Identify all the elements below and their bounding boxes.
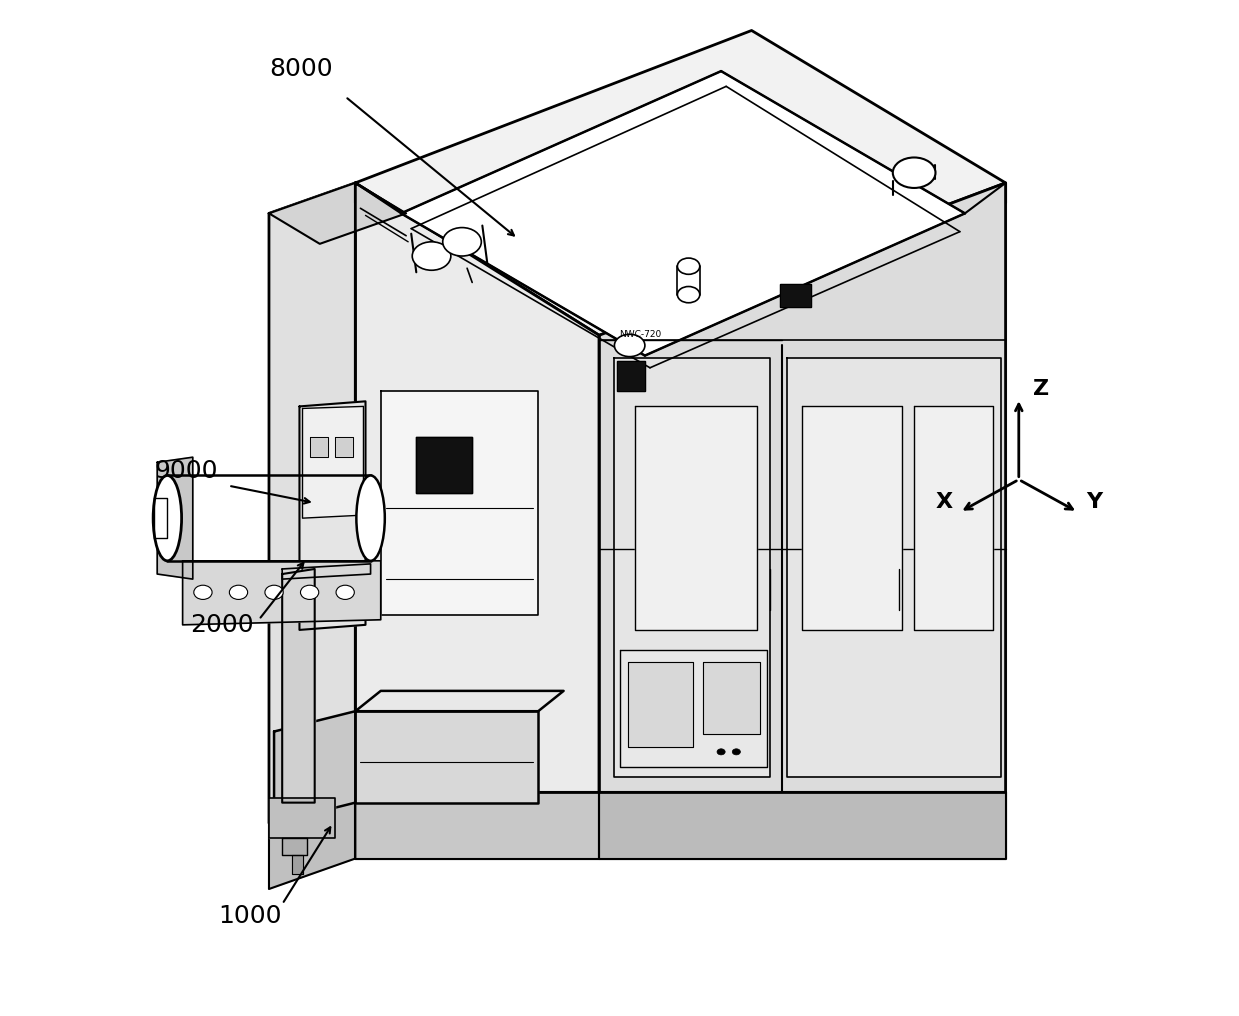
Polygon shape bbox=[634, 406, 757, 630]
Ellipse shape bbox=[301, 585, 318, 599]
Ellipse shape bbox=[442, 228, 481, 256]
Polygon shape bbox=[269, 798, 335, 838]
Polygon shape bbox=[781, 284, 810, 307]
Text: Z: Z bbox=[1033, 379, 1049, 399]
Polygon shape bbox=[182, 561, 380, 625]
Text: 9000: 9000 bbox=[154, 458, 218, 483]
Ellipse shape bbox=[732, 749, 741, 755]
Ellipse shape bbox=[678, 258, 700, 274]
Polygon shape bbox=[628, 662, 693, 747]
Ellipse shape bbox=[193, 585, 212, 599]
Polygon shape bbox=[310, 437, 328, 457]
Polygon shape bbox=[292, 855, 302, 874]
Ellipse shape bbox=[357, 475, 385, 561]
Polygon shape bbox=[703, 662, 760, 734]
Polygon shape bbox=[617, 361, 646, 391]
Polygon shape bbox=[269, 183, 356, 823]
Polygon shape bbox=[274, 711, 356, 823]
Polygon shape bbox=[787, 358, 1001, 777]
Polygon shape bbox=[914, 406, 994, 630]
Polygon shape bbox=[356, 711, 538, 803]
Text: 2000: 2000 bbox=[190, 613, 253, 637]
Polygon shape bbox=[380, 391, 538, 615]
Polygon shape bbox=[302, 406, 363, 518]
Polygon shape bbox=[803, 406, 902, 630]
Polygon shape bbox=[356, 30, 1006, 335]
Text: Y: Y bbox=[1085, 492, 1101, 512]
Text: 8000: 8000 bbox=[269, 57, 332, 81]
Ellipse shape bbox=[615, 334, 646, 357]
Ellipse shape bbox=[265, 585, 284, 599]
Polygon shape bbox=[157, 457, 193, 579]
Polygon shape bbox=[401, 71, 965, 356]
Polygon shape bbox=[600, 792, 1006, 859]
Ellipse shape bbox=[229, 585, 248, 599]
Polygon shape bbox=[620, 650, 767, 767]
Text: NWC-720: NWC-720 bbox=[620, 330, 662, 339]
Ellipse shape bbox=[336, 585, 354, 599]
Polygon shape bbox=[356, 691, 564, 711]
Ellipse shape bbox=[413, 242, 451, 270]
Polygon shape bbox=[154, 498, 167, 538]
Text: X: X bbox=[935, 492, 953, 512]
Ellipse shape bbox=[717, 749, 725, 755]
Polygon shape bbox=[600, 183, 1006, 792]
Polygon shape bbox=[416, 437, 472, 493]
Polygon shape bbox=[615, 358, 769, 777]
Polygon shape bbox=[269, 792, 356, 889]
Text: 1000: 1000 bbox=[218, 903, 281, 928]
Ellipse shape bbox=[154, 475, 182, 561]
Polygon shape bbox=[269, 183, 406, 244]
Polygon shape bbox=[356, 183, 600, 792]
Ellipse shape bbox=[678, 287, 700, 303]
Polygon shape bbox=[282, 569, 315, 803]
Polygon shape bbox=[282, 564, 370, 579]
Polygon shape bbox=[335, 437, 353, 457]
Polygon shape bbox=[282, 838, 306, 855]
Ellipse shape bbox=[893, 157, 935, 188]
Polygon shape bbox=[356, 792, 600, 859]
Polygon shape bbox=[300, 401, 366, 630]
